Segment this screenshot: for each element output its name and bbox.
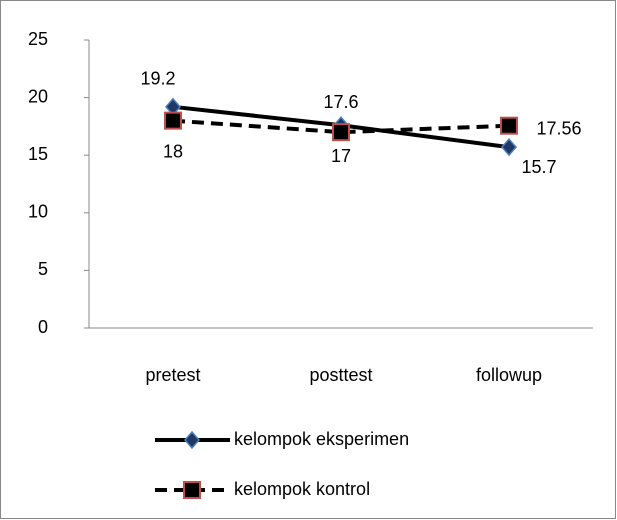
marker [183, 481, 201, 499]
y-tick-label: 20 [28, 86, 48, 106]
data-label: 17.6 [323, 92, 358, 112]
x-tick-label: pretest [145, 365, 200, 385]
data-label: 15.7 [521, 157, 556, 177]
y-tick-label: 5 [38, 259, 48, 279]
legend-label: kelompok kontrol [234, 479, 370, 499]
y-tick-label: 10 [28, 202, 48, 222]
y-tick-label: 0 [38, 317, 48, 337]
marker [501, 137, 517, 157]
y-tick-label: 25 [28, 29, 48, 49]
data-label: 18 [163, 141, 183, 161]
legend-label: kelompok eksperimen [234, 429, 409, 449]
marker [184, 430, 200, 450]
x-tick-label: posttest [309, 365, 372, 385]
y-tick-label: 15 [28, 144, 48, 164]
x-tick-label: followup [476, 365, 542, 385]
marker [500, 116, 518, 135]
marker [332, 123, 350, 142]
marker [164, 111, 182, 130]
data-label: 19.2 [140, 69, 175, 89]
data-label: 17 [331, 146, 351, 166]
data-label: 17.56 [536, 118, 581, 138]
